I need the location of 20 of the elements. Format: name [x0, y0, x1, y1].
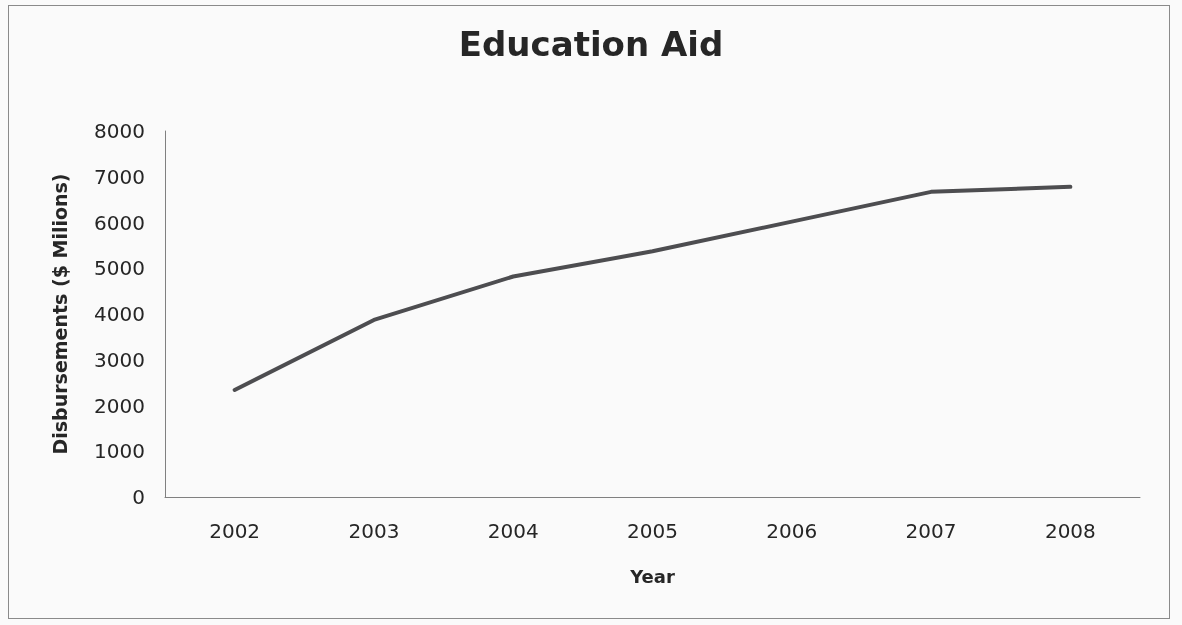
y-tick-label: 8000: [94, 119, 145, 143]
y-axis-title: Disbursements ($ Milions): [48, 173, 71, 455]
x-axis-title: Year: [629, 565, 675, 587]
y-tick-label: 4000: [94, 302, 145, 326]
x-tick-label: 2003: [348, 519, 400, 543]
y-tick-label: 7000: [94, 164, 145, 189]
x-tick-label: 2008: [1044, 519, 1096, 543]
line-series: [232, 184, 1073, 392]
x-tick-label: 2005: [627, 519, 678, 543]
y-tick-label: 6000: [94, 210, 145, 235]
y-tick-label: 5000: [94, 256, 145, 281]
y-tick-label: 1000: [94, 439, 145, 464]
x-tick-label: 2004: [487, 519, 539, 543]
y-tick-label: 0: [132, 485, 145, 509]
y-tick-label: 2000: [94, 393, 145, 418]
x-tick-label: 2006: [766, 519, 818, 543]
x-tick-label: 2007: [905, 519, 957, 543]
chart-title: Education Aid: [458, 24, 724, 64]
y-tick-label: 3000: [94, 347, 145, 372]
x-tick-label: 2002: [209, 519, 261, 543]
